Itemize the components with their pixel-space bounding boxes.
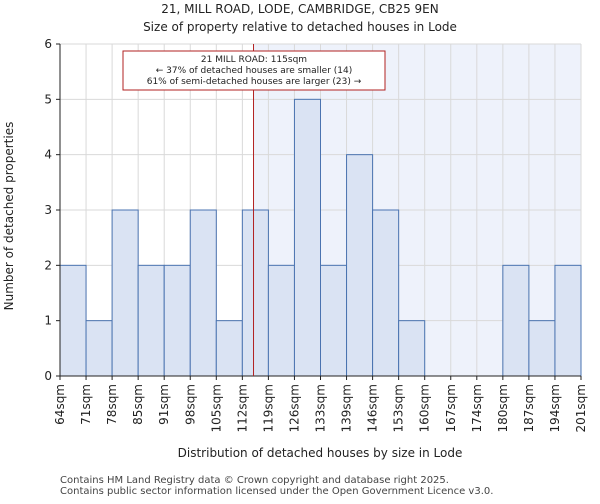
footer-line-2: Contains public sector information licen… bbox=[60, 486, 493, 497]
bar bbox=[137, 264, 165, 377]
y-axis-label: Number of detached properties bbox=[2, 122, 16, 311]
bar bbox=[554, 264, 582, 377]
bar bbox=[398, 320, 426, 377]
y-tick-label: 0 bbox=[44, 369, 52, 383]
bar bbox=[502, 264, 530, 377]
x-tick-label: 133sqm bbox=[314, 384, 328, 432]
annotation-text: 21 MILL ROAD: 115sqm bbox=[201, 55, 307, 65]
x-tick-label: 78sqm bbox=[105, 384, 119, 425]
y-tick-label: 4 bbox=[44, 148, 52, 162]
x-tick-label: 167sqm bbox=[444, 384, 458, 432]
bar bbox=[189, 209, 217, 377]
x-tick-label: 64sqm bbox=[53, 384, 67, 425]
bar bbox=[59, 264, 87, 377]
x-tick-label: 126sqm bbox=[287, 384, 301, 432]
bar bbox=[111, 209, 139, 377]
annotation-text: 61% of semi-detached houses are larger (… bbox=[147, 77, 362, 87]
y-tick-label: 1 bbox=[44, 314, 52, 328]
bar bbox=[346, 154, 374, 377]
chart-subtitle: Size of property relative to detached ho… bbox=[143, 20, 457, 34]
bar bbox=[241, 209, 269, 377]
bar bbox=[293, 98, 322, 377]
y-tick-label: 5 bbox=[44, 92, 52, 106]
x-tick-label: 146sqm bbox=[366, 384, 380, 432]
x-tick-label: 153sqm bbox=[392, 384, 406, 432]
bar bbox=[528, 320, 556, 377]
x-tick-label: 139sqm bbox=[340, 384, 354, 432]
x-tick-label: 187sqm bbox=[522, 384, 536, 432]
y-tick-label: 2 bbox=[44, 258, 52, 272]
annotation-box bbox=[122, 50, 386, 91]
x-tick-label: 174sqm bbox=[470, 384, 484, 432]
bar bbox=[320, 264, 348, 377]
x-tick-label: 71sqm bbox=[79, 384, 93, 425]
x-tick-label: 105sqm bbox=[209, 384, 223, 432]
bar bbox=[267, 264, 295, 377]
x-tick-label: 180sqm bbox=[496, 384, 510, 432]
footer-line-1: Contains HM Land Registry data © Crown c… bbox=[60, 475, 449, 486]
y-tick-label: 3 bbox=[44, 203, 52, 217]
bar bbox=[85, 320, 113, 377]
x-axis-label: Distribution of detached houses by size … bbox=[178, 446, 463, 460]
x-tick-label: 160sqm bbox=[418, 384, 432, 432]
bar bbox=[372, 209, 400, 377]
x-tick-label: 91sqm bbox=[157, 384, 171, 425]
bar bbox=[215, 320, 243, 377]
y-tick-label: 6 bbox=[44, 37, 52, 51]
x-tick-label: 201sqm bbox=[574, 384, 588, 432]
x-tick-label: 194sqm bbox=[548, 384, 562, 432]
x-tick-label: 112sqm bbox=[235, 384, 249, 432]
plot-area: 0 1 2 3 4 5 6 64sqm 71sqm 78sqm 85sqm 91sqm 98sqm 105… bbox=[44, 37, 588, 432]
bar bbox=[163, 264, 191, 377]
x-tick-label: 85sqm bbox=[131, 384, 145, 425]
x-tick-label: 119sqm bbox=[261, 384, 275, 432]
annotation-text: ← 37% of detached houses are smaller (14… bbox=[156, 66, 353, 76]
x-tick-label: 98sqm bbox=[183, 384, 197, 425]
chart-title: 21, MILL ROAD, LODE, CAMBRIDGE, CB25 9EN bbox=[161, 2, 438, 16]
